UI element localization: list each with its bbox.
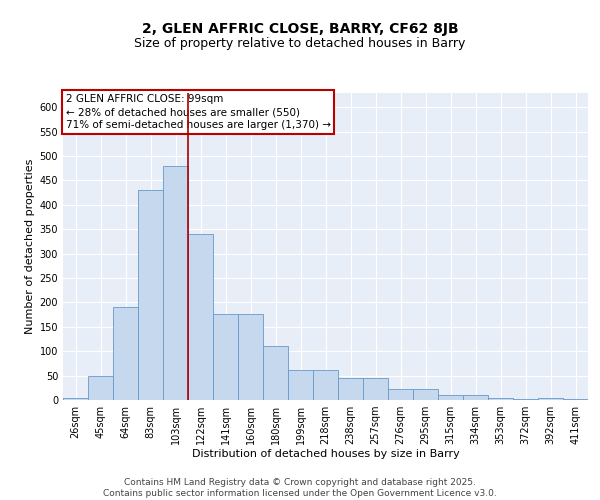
Bar bbox=[513, 398, 538, 400]
Bar bbox=[538, 398, 563, 400]
Text: 2, GLEN AFFRIC CLOSE, BARRY, CF62 8JB: 2, GLEN AFFRIC CLOSE, BARRY, CF62 8JB bbox=[142, 22, 458, 36]
Bar bbox=[363, 378, 388, 400]
Bar bbox=[388, 390, 413, 400]
Bar bbox=[63, 398, 88, 400]
Bar bbox=[138, 190, 163, 400]
Bar bbox=[88, 376, 113, 400]
Bar bbox=[113, 308, 138, 400]
Y-axis label: Number of detached properties: Number of detached properties bbox=[25, 158, 35, 334]
Text: 2 GLEN AFFRIC CLOSE: 99sqm
← 28% of detached houses are smaller (550)
71% of sem: 2 GLEN AFFRIC CLOSE: 99sqm ← 28% of deta… bbox=[65, 94, 331, 130]
Bar bbox=[213, 314, 238, 400]
Bar bbox=[163, 166, 188, 400]
Text: Size of property relative to detached houses in Barry: Size of property relative to detached ho… bbox=[134, 38, 466, 51]
Bar bbox=[463, 394, 488, 400]
Bar bbox=[263, 346, 288, 400]
X-axis label: Distribution of detached houses by size in Barry: Distribution of detached houses by size … bbox=[191, 448, 460, 458]
Bar bbox=[288, 370, 313, 400]
Bar bbox=[313, 370, 338, 400]
Bar bbox=[188, 234, 213, 400]
Bar bbox=[413, 390, 438, 400]
Bar bbox=[438, 394, 463, 400]
Bar bbox=[338, 378, 363, 400]
Bar bbox=[488, 398, 513, 400]
Bar bbox=[563, 398, 588, 400]
Bar bbox=[238, 314, 263, 400]
Text: Contains HM Land Registry data © Crown copyright and database right 2025.
Contai: Contains HM Land Registry data © Crown c… bbox=[103, 478, 497, 498]
